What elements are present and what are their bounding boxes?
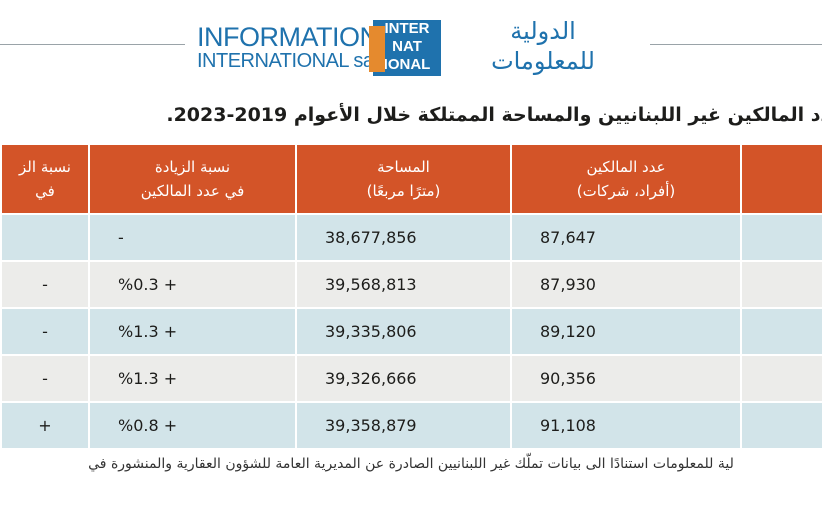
header-line: عدد المالكين (586, 158, 666, 176)
cell-text: 87,647 (540, 228, 596, 247)
table-cell: - (0, 260, 90, 309)
table-cell: 89,120 (510, 307, 742, 356)
header-line: نسبة الزيادة (154, 158, 231, 176)
header-line: المساحة (377, 158, 430, 176)
footer: لية للمعلومات استنادًا الى بيانات تملّك … (88, 456, 734, 472)
cell-text: 89,120 (540, 322, 596, 341)
cell-text: 39,568,813 (325, 275, 417, 294)
cell-text: 91,108 (540, 416, 596, 435)
table-cell (740, 307, 822, 356)
logo-mark-text: INTER (384, 20, 430, 37)
header-line: في عدد المالكين (140, 182, 245, 200)
table-cell: 91,108 (510, 401, 742, 450)
logo-arabic-line: للمعلومات (491, 47, 595, 75)
table-row: 91,108 39,358,879 %0.8 + + (0, 401, 822, 450)
header-cell: نسبة الزيادة في عدد المالكين (88, 143, 297, 215)
table-cell: 39,568,813 (295, 260, 512, 309)
table-cell: 90,356 (510, 354, 742, 403)
logo-mark-text: NAT (392, 38, 422, 55)
logo-arabic: الدولية للمعلومات (448, 16, 638, 76)
table-cell (0, 213, 90, 262)
cell-text: - (42, 275, 48, 294)
cell-text: - (42, 369, 48, 388)
header-rule (0, 44, 185, 45)
logo-mark: INTER NAT IONAL (369, 20, 441, 76)
table-cell (740, 401, 822, 450)
logo-arabic-line: الدولية (510, 17, 576, 45)
header-line: في (35, 182, 55, 200)
table-cell: - (0, 307, 90, 356)
table-cell (740, 260, 822, 309)
table-row: 89,120 39,335,806 %1.3 + - (0, 307, 822, 356)
table-cell: 87,647 (510, 213, 742, 262)
cell-text: - (42, 322, 48, 341)
table-cell: - (88, 213, 297, 262)
table-cell: %0.3 + (88, 260, 297, 309)
table: عدد المالكين (أفراد، شركات) المساحة (مترًا … (0, 143, 822, 450)
cell-text: %0.8 + (118, 416, 178, 435)
logo-i (369, 26, 385, 72)
cell-text: - (118, 228, 124, 247)
header-line: نسبة الز (19, 158, 71, 176)
header-cell (740, 143, 822, 215)
table-cell: + (0, 401, 90, 450)
cell-text: 90,356 (540, 369, 596, 388)
header-line: (أفراد، شركات) (576, 182, 676, 200)
table-cell (740, 213, 822, 262)
cell-text: + (38, 416, 52, 435)
table-cell: %0.8 + (88, 401, 297, 450)
table-cell: 39,326,666 (295, 354, 512, 403)
table-row: 87,647 38,677,856 - (0, 213, 822, 262)
table-row: 87,930 39,568,813 %0.3 + - (0, 260, 822, 309)
logo-text: INFORMATION (197, 22, 379, 52)
cell-text: 87,930 (540, 275, 596, 294)
logo-text: INTERNATIONAL sal (197, 50, 378, 72)
cell-text: 39,358,879 (325, 416, 417, 435)
table-cell: 39,358,879 (295, 401, 512, 450)
header-line: (مترًا مربعًا) (366, 182, 441, 200)
table-row: 90,356 39,326,666 %1.3 + - (0, 354, 822, 403)
table-cell: %1.3 + (88, 354, 297, 403)
table-cell: 39,335,806 (295, 307, 512, 356)
table-cell: 87,930 (510, 260, 742, 309)
header-rule (650, 44, 822, 45)
logo-mark-text: IONAL (383, 56, 431, 73)
table-cell: - (0, 354, 90, 403)
cell-text: 39,335,806 (325, 322, 417, 341)
cell-text: 39,326,666 (325, 369, 417, 388)
table-cell: %1.3 + (88, 307, 297, 356)
table-body: 87,647 38,677,856 - 87,930 39,568,813 %0.3 + -… (0, 213, 822, 450)
cell-text: %1.3 + (118, 369, 178, 388)
cell-text: %1.3 + (118, 322, 178, 341)
cell-text: %0.3 + (118, 275, 178, 294)
table-cell (740, 354, 822, 403)
header-row: عدد المالكين (أفراد، شركات) المساحة (مترًا … (0, 143, 822, 215)
cell-text: 38,677,856 (325, 228, 417, 247)
title: ر عدد المالكين غير اللبنانيين والمساحة ا… (166, 104, 822, 126)
header-cell: عدد المالكين (أفراد، شركات) (510, 143, 742, 215)
header-cell: المساحة (مترًا مربعًا) (295, 143, 512, 215)
table-cell: 38,677,856 (295, 213, 512, 262)
header-cell: نسبة الز في (0, 143, 90, 215)
